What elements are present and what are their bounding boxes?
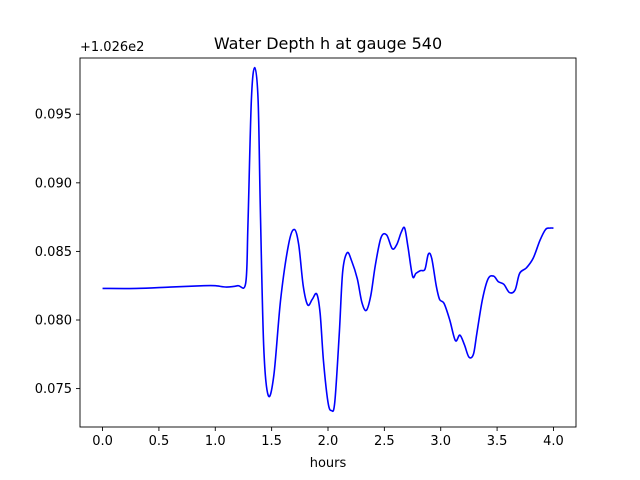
y-tick-label: 0.085 [35,245,72,260]
chart-title: Water Depth h at gauge 540 [214,34,442,53]
x-tick-label: 0.0 [92,434,113,449]
x-axis-label: hours [310,456,347,471]
x-tick-label: 0.5 [149,434,170,449]
x-tick-label: 3.0 [430,434,451,449]
y-tick-label: 0.080 [35,314,72,329]
x-tick-label: 3.5 [487,434,508,449]
y-tick-label: 0.090 [35,176,72,191]
x-tick-label: 1.5 [261,434,282,449]
offset-text: +1.026e2 [80,40,144,55]
plot-area: 0.0 0.5 1.0 1.5 2.0 2.5 3.0 3.5 4.0 0.075 0.080 0.0… [35,57,577,449]
x-tick-label: 1.0 [205,434,226,449]
series-line-0 [102,66,554,413]
x-tick-label: 4.0 [543,434,564,449]
x-tick-label: 2.0 [318,434,339,449]
y-tick-label: 0.075 [35,382,72,397]
y-tick-label: 0.095 [35,108,72,123]
x-tick-label: 2.5 [374,434,395,449]
